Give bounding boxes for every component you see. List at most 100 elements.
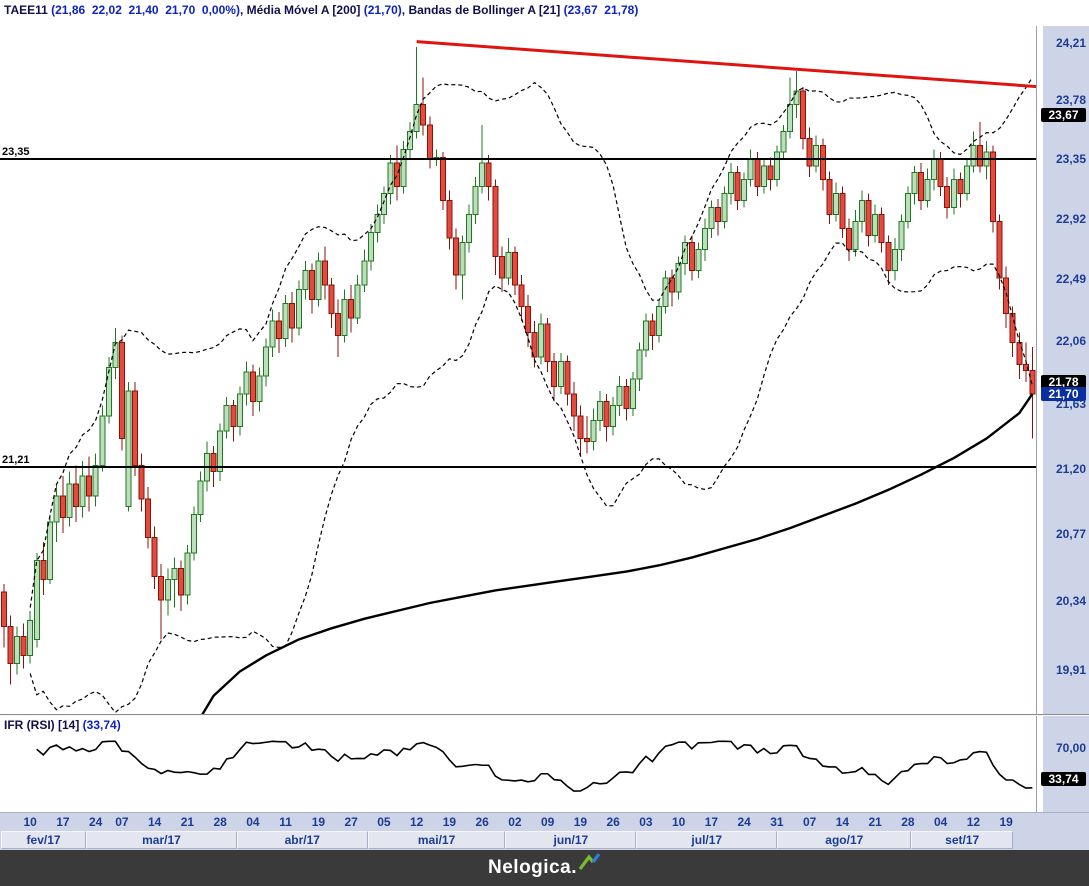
date-tick-label: 14	[147, 815, 162, 829]
footer-bar: Nelogica.	[0, 850, 1089, 886]
candle-body	[452, 237, 459, 276]
candle-body	[164, 578, 171, 601]
date-tick-label: 19	[999, 815, 1013, 829]
candle-body	[407, 131, 414, 150]
chart-legend: TAEE11 (21,86 22,02 21,40 21,70 0,00%), …	[4, 3, 1034, 23]
candle-body	[151, 536, 158, 577]
legend-separator: ,	[239, 3, 247, 17]
candle-body	[904, 192, 911, 222]
candle-body	[773, 151, 780, 181]
ma200-line[interactable]	[194, 393, 1034, 729]
candle-body	[210, 453, 217, 473]
rsi-panel[interactable]	[36, 740, 1033, 792]
candle-body	[793, 90, 800, 106]
candle-body	[197, 480, 204, 515]
candle-body	[505, 251, 512, 279]
symbol-label: TAEE11	[4, 3, 52, 17]
trendline[interactable]	[416, 40, 1043, 89]
bollinger-indicator-value: (23,67 21,78)	[563, 3, 639, 17]
candle-body	[656, 305, 662, 336]
ma-indicator-value: (21,70)	[363, 3, 402, 17]
candle-body	[33, 560, 40, 640]
candle-body	[950, 179, 957, 208]
candle-body	[40, 560, 47, 580]
candle-body	[878, 213, 885, 243]
candle-body	[1022, 363, 1029, 371]
candle-body	[741, 179, 748, 201]
month-cell[interactable]: jun/17	[505, 831, 637, 849]
candle-body	[302, 270, 309, 290]
candle-body	[289, 303, 296, 329]
month-cell[interactable]: jul/17	[636, 831, 778, 849]
candle-body	[387, 162, 394, 194]
price-axis[interactable]	[1040, 26, 1089, 812]
candle-body	[243, 371, 250, 395]
panel-divider[interactable]	[0, 714, 1089, 715]
candle-body	[865, 199, 872, 236]
rsi-tick-label: 70,00	[1055, 741, 1086, 756]
candle-body	[256, 375, 263, 402]
month-cell[interactable]: abr/17	[236, 831, 368, 849]
candle-body	[937, 158, 944, 188]
candle-body	[963, 165, 970, 194]
date-tick-label: 04	[246, 815, 260, 829]
candle-body	[616, 386, 623, 407]
candle-body	[413, 104, 420, 133]
candle-body	[747, 158, 754, 181]
last-price-badge: 21,70	[1041, 386, 1086, 401]
candle-body	[479, 162, 486, 188]
candle-body	[236, 393, 243, 428]
candle-body	[832, 192, 839, 215]
candle-body	[583, 438, 590, 443]
rsi-value: (33,74)	[82, 718, 121, 732]
candle-body	[642, 320, 649, 351]
candle-body	[531, 331, 538, 358]
time-axis[interactable]: 10 17 24 07 14 21 28 04 11 19 27 05 12 19 26 02 09 19 26 03…	[0, 812, 1089, 831]
candle-body	[158, 575, 165, 601]
rsi-line	[36, 740, 1033, 792]
candle-body	[976, 144, 983, 167]
candle-body	[918, 172, 924, 201]
candle-body	[819, 144, 826, 181]
bollinger-upper-band	[29, 77, 1033, 608]
month-cell[interactable]: fev/17	[1, 831, 87, 849]
price-tick-label: 22,06	[1055, 334, 1086, 349]
month-cell[interactable]: mar/17	[86, 831, 237, 849]
candle-body	[845, 227, 852, 250]
candle-body	[780, 131, 787, 153]
candle-body	[14, 635, 21, 664]
candle-body	[184, 552, 191, 596]
candle-body	[990, 151, 997, 222]
price-tick-label: 23,78	[1055, 93, 1086, 108]
support-line-label: 23,35	[2, 145, 30, 158]
main-panel[interactable]	[0, 40, 1043, 729]
date-tick-label: 19	[573, 815, 588, 829]
candle-body	[86, 475, 93, 497]
candle-body	[99, 415, 106, 467]
price-tick-label: 22,49	[1055, 272, 1086, 287]
candle-body	[957, 179, 964, 194]
candle-body	[728, 172, 735, 194]
candle-body	[924, 179, 931, 201]
month-cell[interactable]: mai/17	[367, 831, 506, 849]
candle-body	[308, 270, 315, 300]
candle-body	[59, 495, 66, 518]
candle-body	[564, 361, 571, 395]
candle-body	[551, 361, 558, 388]
candle-body	[249, 371, 256, 402]
candle-body	[466, 213, 473, 243]
quote-values: (21,86 22,02 21,40 21,70 0,00%)	[51, 3, 240, 17]
candle-body	[1016, 342, 1023, 365]
month-cell[interactable]: ago/17	[777, 831, 912, 849]
price-tick-label: 20,77	[1055, 527, 1086, 542]
candle-body	[400, 148, 407, 188]
candle-body	[911, 172, 918, 194]
month-cell[interactable]: set/17	[911, 831, 1013, 849]
candle-body	[669, 277, 676, 293]
candle-body	[125, 390, 132, 508]
date-tick-label: 07	[802, 815, 817, 829]
month-axis: fev/17 mar/17 abr/17 mai/17 jun/17 jul/17 ago/…	[0, 831, 1089, 850]
panel-divider-highlight	[0, 715, 1089, 716]
indicator-value-badge: 23,67	[1041, 108, 1086, 123]
